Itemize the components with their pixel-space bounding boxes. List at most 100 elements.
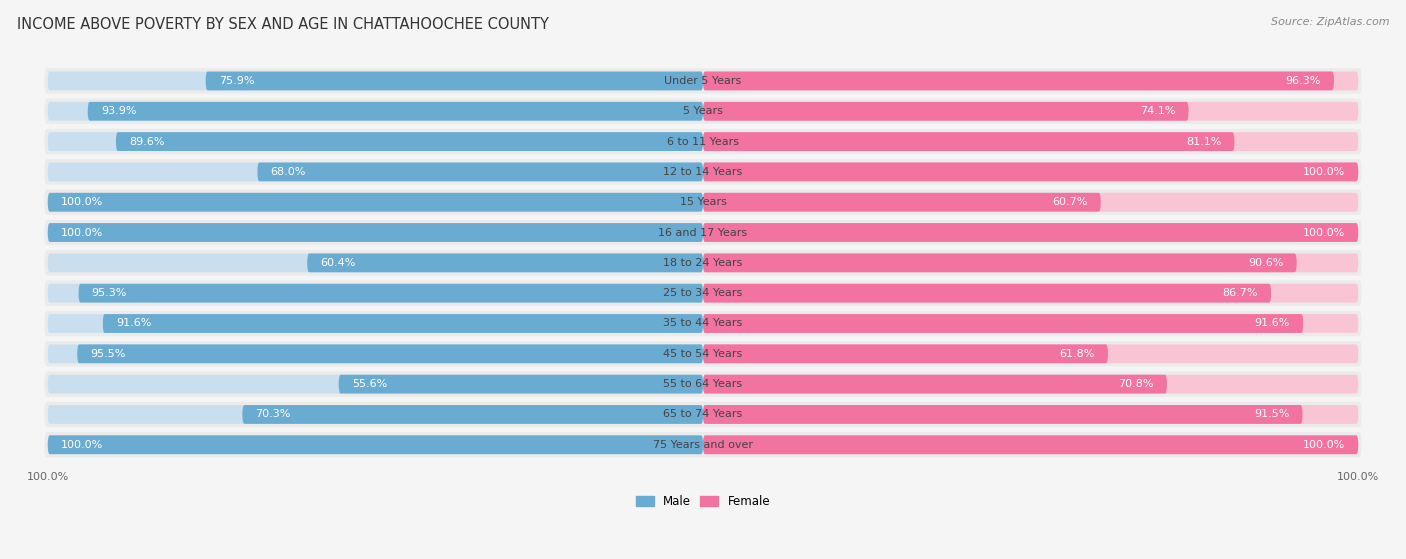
FancyBboxPatch shape <box>703 132 1234 151</box>
FancyBboxPatch shape <box>703 253 1296 272</box>
Text: 68.0%: 68.0% <box>270 167 307 177</box>
FancyBboxPatch shape <box>703 253 1358 272</box>
Text: 91.5%: 91.5% <box>1254 409 1289 419</box>
FancyBboxPatch shape <box>45 159 1361 184</box>
Text: 15 Years: 15 Years <box>679 197 727 207</box>
Text: 100.0%: 100.0% <box>60 440 103 450</box>
Text: 74.1%: 74.1% <box>1140 106 1175 116</box>
FancyBboxPatch shape <box>703 375 1167 394</box>
Text: 96.3%: 96.3% <box>1285 76 1320 86</box>
FancyBboxPatch shape <box>45 371 1361 397</box>
Text: 86.7%: 86.7% <box>1222 288 1258 298</box>
FancyBboxPatch shape <box>703 314 1358 333</box>
FancyBboxPatch shape <box>308 253 703 272</box>
Text: 95.3%: 95.3% <box>91 288 127 298</box>
Text: 70.3%: 70.3% <box>256 409 291 419</box>
FancyBboxPatch shape <box>48 344 703 363</box>
FancyBboxPatch shape <box>703 344 1358 363</box>
Text: INCOME ABOVE POVERTY BY SEX AND AGE IN CHATTAHOOCHEE COUNTY: INCOME ABOVE POVERTY BY SEX AND AGE IN C… <box>17 17 548 32</box>
FancyBboxPatch shape <box>703 72 1358 91</box>
FancyBboxPatch shape <box>703 344 1108 363</box>
Legend: Male, Female: Male, Female <box>631 490 775 513</box>
Text: Source: ZipAtlas.com: Source: ZipAtlas.com <box>1271 17 1389 27</box>
FancyBboxPatch shape <box>703 72 1334 91</box>
FancyBboxPatch shape <box>48 223 703 242</box>
Text: 100.0%: 100.0% <box>1303 167 1346 177</box>
FancyBboxPatch shape <box>703 405 1302 424</box>
Text: 75.9%: 75.9% <box>219 76 254 86</box>
Text: 81.1%: 81.1% <box>1185 136 1222 146</box>
FancyBboxPatch shape <box>48 314 703 333</box>
FancyBboxPatch shape <box>703 435 1358 454</box>
FancyBboxPatch shape <box>48 132 703 151</box>
FancyBboxPatch shape <box>703 435 1358 454</box>
Text: 91.6%: 91.6% <box>115 319 152 329</box>
FancyBboxPatch shape <box>703 314 1303 333</box>
FancyBboxPatch shape <box>79 284 703 302</box>
FancyBboxPatch shape <box>703 102 1358 121</box>
FancyBboxPatch shape <box>48 435 703 454</box>
Text: 35 to 44 Years: 35 to 44 Years <box>664 319 742 329</box>
FancyBboxPatch shape <box>703 284 1271 302</box>
Text: 95.5%: 95.5% <box>90 349 125 359</box>
Text: 61.8%: 61.8% <box>1060 349 1095 359</box>
FancyBboxPatch shape <box>339 375 703 394</box>
FancyBboxPatch shape <box>703 375 1358 394</box>
FancyBboxPatch shape <box>48 223 703 242</box>
FancyBboxPatch shape <box>45 250 1361 276</box>
FancyBboxPatch shape <box>45 432 1361 457</box>
Text: 60.7%: 60.7% <box>1052 197 1088 207</box>
FancyBboxPatch shape <box>703 132 1358 151</box>
FancyBboxPatch shape <box>703 223 1358 242</box>
FancyBboxPatch shape <box>703 193 1358 212</box>
FancyBboxPatch shape <box>205 72 703 91</box>
FancyBboxPatch shape <box>45 341 1361 367</box>
FancyBboxPatch shape <box>45 281 1361 306</box>
Text: 100.0%: 100.0% <box>1303 440 1346 450</box>
FancyBboxPatch shape <box>48 163 703 181</box>
FancyBboxPatch shape <box>48 253 703 272</box>
FancyBboxPatch shape <box>48 193 703 212</box>
Text: 100.0%: 100.0% <box>1303 228 1346 238</box>
Text: 25 to 34 Years: 25 to 34 Years <box>664 288 742 298</box>
FancyBboxPatch shape <box>115 132 703 151</box>
Text: 89.6%: 89.6% <box>129 136 165 146</box>
Text: 100.0%: 100.0% <box>60 228 103 238</box>
FancyBboxPatch shape <box>45 68 1361 94</box>
Text: 90.6%: 90.6% <box>1249 258 1284 268</box>
Text: 65 to 74 Years: 65 to 74 Years <box>664 409 742 419</box>
FancyBboxPatch shape <box>45 220 1361 245</box>
FancyBboxPatch shape <box>703 405 1358 424</box>
FancyBboxPatch shape <box>45 98 1361 124</box>
FancyBboxPatch shape <box>703 193 1101 212</box>
FancyBboxPatch shape <box>242 405 703 424</box>
FancyBboxPatch shape <box>48 193 703 212</box>
Text: 45 to 54 Years: 45 to 54 Years <box>664 349 742 359</box>
FancyBboxPatch shape <box>103 314 703 333</box>
FancyBboxPatch shape <box>45 129 1361 154</box>
Text: 93.9%: 93.9% <box>101 106 136 116</box>
Text: 70.8%: 70.8% <box>1118 379 1154 389</box>
FancyBboxPatch shape <box>45 190 1361 215</box>
Text: 60.4%: 60.4% <box>321 258 356 268</box>
Text: 91.6%: 91.6% <box>1254 319 1291 329</box>
FancyBboxPatch shape <box>703 223 1358 242</box>
Text: 12 to 14 Years: 12 to 14 Years <box>664 167 742 177</box>
FancyBboxPatch shape <box>703 163 1358 181</box>
FancyBboxPatch shape <box>703 102 1188 121</box>
FancyBboxPatch shape <box>703 284 1358 302</box>
FancyBboxPatch shape <box>45 402 1361 427</box>
FancyBboxPatch shape <box>48 284 703 302</box>
Text: 18 to 24 Years: 18 to 24 Years <box>664 258 742 268</box>
Text: 75 Years and over: 75 Years and over <box>652 440 754 450</box>
Text: 100.0%: 100.0% <box>60 197 103 207</box>
FancyBboxPatch shape <box>87 102 703 121</box>
FancyBboxPatch shape <box>703 163 1358 181</box>
Text: 55.6%: 55.6% <box>352 379 387 389</box>
Text: 16 and 17 Years: 16 and 17 Years <box>658 228 748 238</box>
FancyBboxPatch shape <box>48 72 703 91</box>
Text: 5 Years: 5 Years <box>683 106 723 116</box>
Text: 55 to 64 Years: 55 to 64 Years <box>664 379 742 389</box>
FancyBboxPatch shape <box>77 344 703 363</box>
Text: 6 to 11 Years: 6 to 11 Years <box>666 136 740 146</box>
